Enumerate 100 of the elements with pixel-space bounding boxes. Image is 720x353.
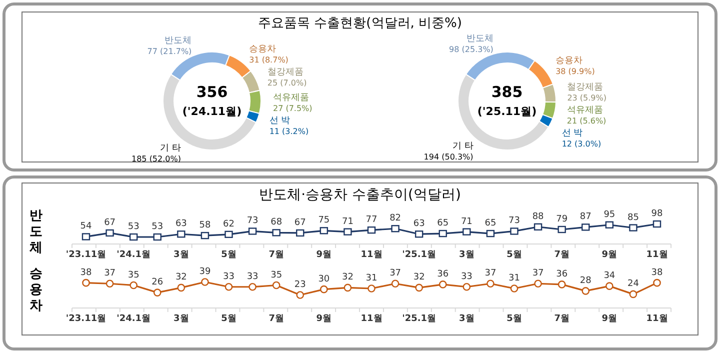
point bbox=[414, 230, 424, 238]
point bbox=[224, 230, 233, 238]
point bbox=[106, 229, 114, 237]
data-label: 63 bbox=[413, 219, 425, 230]
x-tick-label: 5월 bbox=[506, 250, 522, 260]
slice-label: 승용차 bbox=[556, 56, 583, 66]
data-label: 23 bbox=[294, 280, 306, 290]
text: 385 bbox=[491, 83, 523, 101]
data-label: 36 bbox=[437, 269, 449, 280]
data-label: 37 bbox=[104, 268, 116, 279]
point bbox=[248, 228, 257, 235]
x-tick-label: 3월 bbox=[459, 314, 474, 324]
data-label: 77 (21.7%) bbox=[147, 46, 192, 56]
x-tick-label: '23.11월 bbox=[66, 250, 106, 260]
data-label: 32 bbox=[413, 272, 425, 283]
data-label: 26 bbox=[152, 278, 164, 288]
point bbox=[510, 284, 518, 292]
point bbox=[629, 290, 638, 298]
data-label: 31 bbox=[508, 274, 520, 284]
slice-label: 철강제품 bbox=[267, 68, 304, 78]
data-label: 75 bbox=[318, 216, 330, 226]
slice-label: 승용차 bbox=[249, 44, 276, 55]
point bbox=[486, 230, 495, 238]
data-label: 33 bbox=[223, 272, 234, 282]
data-label: 37 bbox=[532, 268, 544, 279]
data-label: 36 bbox=[556, 269, 568, 280]
x-tick-label: 9월 bbox=[316, 250, 332, 260]
data-label: 27 (7.5%) bbox=[272, 104, 312, 114]
data-label: 32 bbox=[175, 272, 187, 283]
slice-label: 선 박 bbox=[269, 116, 290, 126]
data-label: 30 bbox=[318, 274, 330, 284]
x-tick-label: 9월 bbox=[602, 314, 618, 324]
point bbox=[606, 282, 614, 290]
data-label: 38 bbox=[80, 268, 92, 278]
x-tick-label: 11월 bbox=[646, 250, 668, 260]
slice-label: 반도체 bbox=[466, 34, 494, 44]
point bbox=[462, 228, 471, 236]
x-tick-label: '24.1월 bbox=[116, 250, 151, 260]
x-tick-label: 9월 bbox=[316, 314, 332, 324]
point bbox=[534, 280, 542, 288]
data-label: 53 bbox=[128, 222, 140, 232]
data-label: 11 (3.2%) bbox=[269, 127, 309, 136]
x-tick-label: 3월 bbox=[459, 250, 474, 260]
point bbox=[582, 287, 590, 295]
data-label: 62 bbox=[223, 219, 234, 230]
data-label: 82 bbox=[390, 214, 402, 224]
point bbox=[177, 284, 186, 292]
point bbox=[272, 281, 280, 290]
y-axis-title: 승용차 bbox=[30, 266, 42, 314]
point bbox=[558, 280, 566, 288]
data-label: 58 bbox=[199, 220, 211, 231]
x-tick-label: 3월 bbox=[174, 314, 189, 324]
point bbox=[462, 282, 471, 291]
data-label: 95 bbox=[604, 210, 616, 220]
data-label: 67 bbox=[104, 218, 116, 228]
y-axis-title: 반도체 bbox=[28, 208, 42, 256]
point bbox=[201, 278, 209, 286]
data-label: 39 bbox=[199, 267, 211, 277]
data-label: 32 bbox=[342, 272, 354, 283]
data-label: 73 bbox=[246, 216, 258, 226]
data-label: 98 (25.3%) bbox=[449, 45, 494, 54]
x-tick-label: 7월 bbox=[554, 314, 570, 324]
point bbox=[248, 282, 256, 291]
x-tick-label: 5월 bbox=[221, 250, 236, 260]
data-label: 71 bbox=[460, 216, 472, 227]
data-label: 88 bbox=[532, 212, 544, 222]
data-label: 38 (9.9%) bbox=[556, 66, 595, 76]
point bbox=[320, 227, 328, 234]
x-tick-label: 11월 bbox=[646, 314, 668, 324]
data-label: 25 (7.0%) bbox=[267, 78, 307, 88]
data-label: 38 bbox=[651, 268, 663, 278]
data-label: 34 bbox=[604, 271, 616, 282]
data-label: 65 bbox=[484, 218, 496, 229]
point bbox=[391, 225, 400, 232]
data-label: 31 bbox=[366, 274, 378, 284]
point bbox=[224, 282, 233, 291]
data-label: 53 bbox=[152, 222, 164, 232]
data-label: 12 (3.0%) bbox=[562, 139, 602, 148]
slice-label: 석유제품 bbox=[272, 93, 309, 104]
point bbox=[296, 291, 304, 299]
point bbox=[510, 228, 518, 235]
data-label: 68 bbox=[270, 218, 282, 228]
data-label: 185 (52.0%) bbox=[132, 154, 181, 164]
slice-label: 석유제품 bbox=[566, 105, 603, 116]
point bbox=[82, 233, 90, 240]
point bbox=[486, 280, 494, 288]
point bbox=[368, 284, 376, 292]
slice-label: 기 타 bbox=[452, 142, 474, 152]
data-label: 33 bbox=[246, 272, 258, 282]
point bbox=[415, 284, 423, 292]
point bbox=[582, 224, 590, 231]
point bbox=[629, 224, 638, 232]
slice-label: 선 박 bbox=[562, 128, 583, 138]
point bbox=[177, 230, 186, 238]
data-label: 71 bbox=[342, 216, 354, 227]
data-label: 23 (5.9%) bbox=[567, 93, 606, 102]
point bbox=[129, 233, 138, 241]
text: 주요품목 수출현황(억달러, 비중%) bbox=[258, 16, 462, 31]
data-label: 35 bbox=[270, 270, 282, 280]
x-tick-label: '24.1월 bbox=[116, 314, 151, 324]
